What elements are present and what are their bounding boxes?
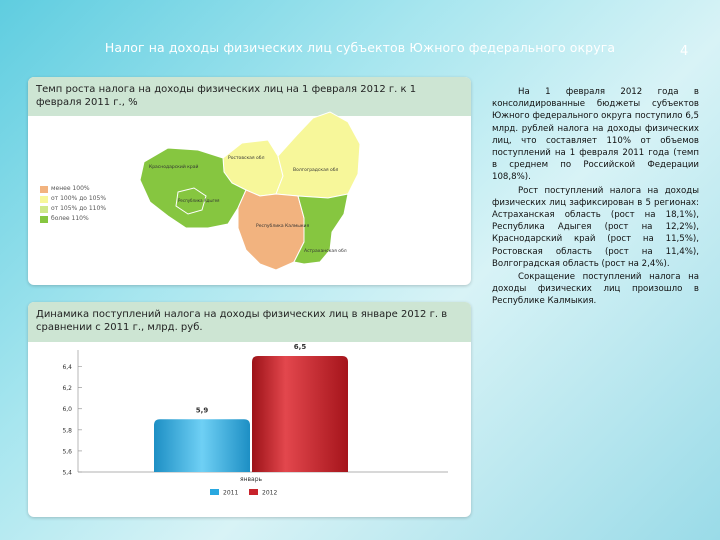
legend-row: от 100% до 105% [40,194,106,204]
legend-swatch [40,185,48,193]
data-label: 6,5 [294,343,307,351]
region-label-volgograd: Волгоградская обл [293,167,339,173]
region-astrakhan [293,193,349,265]
page-number: 4 [680,44,689,59]
region-map: Ростовская обл Волгоградская обл Краснод… [139,111,361,271]
region-label-kalmykia: Республика Калмыкия [256,223,309,229]
legend-swatch [40,195,48,203]
region-adygea [175,187,207,215]
legend-label: 2011 [223,490,238,497]
legend-label: 2012 [262,490,277,497]
region-label-krasnodar: Краснодарский край [149,163,199,170]
map-panel: Темп роста налога на доходы физических л… [28,77,471,285]
y-tick-label: 5,6 [62,448,72,455]
legend-swatch [40,205,48,213]
y-tick-label: 6,2 [62,385,72,392]
legend-row: менее 100% [40,184,106,194]
legend-swatch [40,215,48,223]
y-tick-label: 5,8 [62,427,72,434]
legend-label: более 110% [51,215,89,222]
legend-swatch-2011 [210,489,219,495]
y-tick-label: 6,0 [62,406,72,413]
body-text: На 1 февраля 2012 года в консолидированн… [492,86,699,309]
legend-swatch-2012 [249,489,258,495]
bar-2011 [154,419,250,472]
region-label-adygea: Республика Адыгея [178,198,220,203]
chart-panel: Динамика поступлений налога на доходы фи… [28,302,471,517]
paragraph: Сокращение поступлений налога на доходы … [492,272,699,307]
paragraph: Рост поступлений налога на доходы физиче… [492,185,699,269]
legend-row: более 110% [40,214,106,224]
map-legend: менее 100% от 100% до 105% от 105% до 11… [40,184,106,224]
legend-label: от 105% до 110% [51,205,107,212]
map-panel-title: Темп роста налога на доходы физических л… [28,77,471,116]
region-kalmykia [237,189,305,271]
legend-row: от 105% до 110% [40,204,106,214]
region-label-astrakhan: Астраханская обл [304,248,347,254]
y-tick-label: 6,4 [62,364,72,371]
slide-title: Налог на доходы физических лиц субъектов… [104,40,616,55]
region-volgograd [275,111,361,199]
y-tick-label: 5,4 [62,470,72,477]
paragraph: На 1 февраля 2012 года в консолидированн… [492,87,699,183]
data-label: 5,9 [196,406,209,414]
legend-label: менее 100% [51,185,90,192]
region-label-rostov: Ростовская обл [228,155,265,161]
bar-2012 [252,356,348,472]
chart-panel-title: Динамика поступлений налога на доходы фи… [28,302,471,342]
x-tick-label: январь [240,476,263,483]
legend-label: от 100% до 105% [51,195,107,202]
